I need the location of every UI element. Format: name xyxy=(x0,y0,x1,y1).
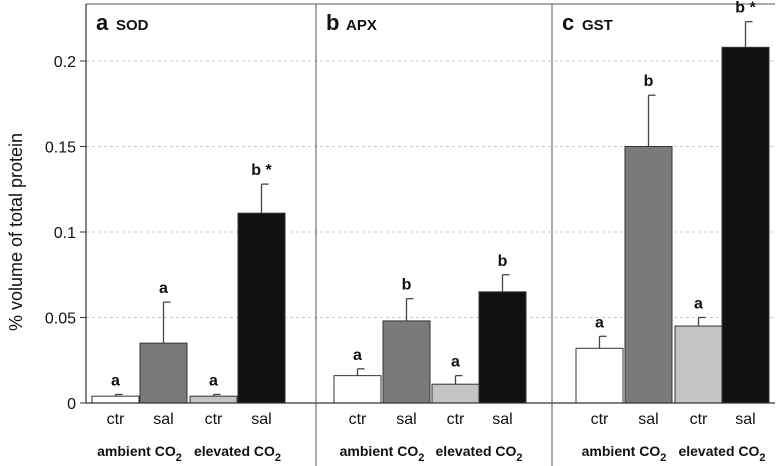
significance-label: a xyxy=(694,296,703,313)
bar xyxy=(237,212,286,404)
x-tick-label: ctr xyxy=(447,411,465,428)
bar xyxy=(478,291,527,404)
significance-label: b * xyxy=(251,162,272,179)
bars xyxy=(91,21,770,404)
significance-label: a xyxy=(595,314,604,331)
significance-label: a xyxy=(451,354,460,371)
x-tick-label: ctr xyxy=(591,411,609,428)
bar xyxy=(139,342,188,404)
bar xyxy=(91,395,140,404)
significance-label: b xyxy=(644,73,654,90)
x-tick-label: sal xyxy=(153,411,173,428)
bar xyxy=(624,146,673,404)
group-label: ambient CO2 xyxy=(340,443,425,464)
panel-letter: b xyxy=(326,10,339,35)
y-tick-label: 0.2 xyxy=(54,54,76,71)
panel-title: SOD xyxy=(116,17,149,34)
significance-label: b xyxy=(498,253,508,270)
group-label: elevated CO2 xyxy=(435,443,522,464)
group-label: elevated CO2 xyxy=(678,443,765,464)
y-axis-label: % volume of total protein xyxy=(6,133,26,331)
plot-frame xyxy=(80,3,775,466)
x-tick-label: ctr xyxy=(205,411,223,428)
x-tick-label: ctr xyxy=(107,411,125,428)
bar xyxy=(189,395,238,404)
x-tick-label: sal xyxy=(396,411,416,428)
grid-lines xyxy=(86,60,775,318)
panel-title: APX xyxy=(346,17,377,34)
y-tick-label: 0.1 xyxy=(54,225,76,242)
bar xyxy=(431,383,480,404)
group-label: ambient CO2 xyxy=(582,443,667,464)
y-tick-label: 0.15 xyxy=(45,140,76,157)
significance-label: a xyxy=(353,347,362,364)
significance-label: b * xyxy=(735,0,756,17)
significance-label: a xyxy=(111,372,120,389)
x-tick-label: ctr xyxy=(349,411,367,428)
bar xyxy=(674,325,723,404)
x-tick-label: sal xyxy=(251,411,271,428)
panel-letter: c xyxy=(562,10,574,35)
x-tick-label: ctr xyxy=(690,411,708,428)
y-tick-label: 0 xyxy=(67,396,76,413)
x-tick-label: sal xyxy=(492,411,512,428)
bar xyxy=(721,46,770,404)
significance-label: a xyxy=(209,372,218,389)
significance-label: a xyxy=(159,280,168,297)
panel-title: GST xyxy=(582,17,613,34)
group-label: ambient CO2 xyxy=(97,443,182,464)
bar xyxy=(382,320,431,404)
y-tick-label: 0.05 xyxy=(45,311,76,328)
labels: 0 0.05 0.1 0.15 0.2 a ctr a sal a ctr b * sal ambient… xyxy=(45,0,766,464)
panel-letter: a xyxy=(96,10,109,35)
x-tick-label: sal xyxy=(735,411,755,428)
group-label: elevated CO2 xyxy=(194,443,281,464)
x-tick-label: sal xyxy=(638,411,658,428)
bar xyxy=(333,375,382,404)
significance-label: b xyxy=(402,277,412,294)
bar xyxy=(575,347,624,404)
